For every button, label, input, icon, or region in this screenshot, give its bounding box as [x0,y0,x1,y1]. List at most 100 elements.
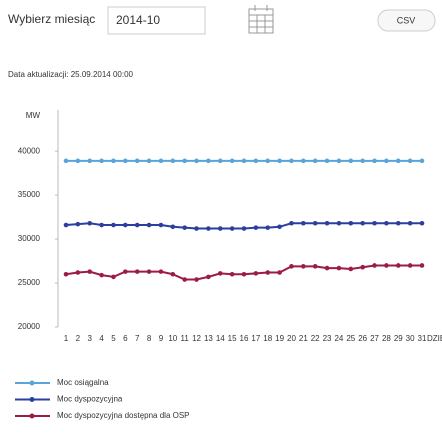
x-tick-label: 6 [123,334,128,343]
y-tick-label: 35000 [18,190,41,199]
point [158,222,164,228]
x-tick-label: 2 [76,334,81,343]
calendar-icon[interactable] [248,5,274,34]
point [372,263,377,268]
point [194,226,199,231]
x-tick-label: 28 [382,334,391,343]
point [419,220,425,226]
point [312,220,318,226]
x-tick-label: 22 [311,334,320,343]
point [324,158,330,164]
point [253,271,259,276]
point [123,158,128,164]
point [194,277,199,282]
point [75,270,81,275]
y-tick-label: 20000 [18,322,41,331]
point [229,226,235,231]
month-label: Wybierz miesiąc [8,12,95,26]
point [87,158,93,164]
point [277,224,282,230]
y-axis-label: MW [26,111,41,120]
point [146,222,152,228]
point [372,220,377,226]
point [206,158,211,164]
point [217,226,223,231]
point [241,271,247,277]
point [312,264,318,269]
point [241,226,247,231]
x-tick-label: 8 [147,334,152,343]
x-tick-label: 24 [334,334,343,343]
x-axis-label: DZIEŃ [427,334,442,343]
point [134,222,140,228]
point [241,158,247,164]
point [146,269,152,274]
point [146,158,152,164]
point [63,271,69,277]
point [206,226,211,231]
point [348,158,354,164]
point [384,158,389,164]
point [99,272,104,278]
legend-dot [29,397,35,402]
x-tick-label: 27 [370,334,379,343]
point [63,222,69,228]
point [158,158,164,164]
point [360,220,365,226]
point [99,222,104,228]
point [312,158,318,164]
point [360,158,365,164]
point [75,221,81,227]
point [395,263,401,268]
point [123,222,128,228]
point [111,222,116,228]
x-tick-label: 21 [299,334,308,343]
point [182,277,187,282]
point [265,270,271,275]
point [384,220,389,226]
x-tick-label: 16 [240,334,249,343]
x-tick-label: 9 [159,334,164,343]
point [348,266,354,272]
point [182,225,187,230]
x-tick-label: 1 [64,334,69,343]
csv-button[interactable] [377,9,436,32]
y-tick-label: 25000 [18,278,41,287]
point [265,225,271,230]
point [87,269,93,274]
x-tick-label: 30 [406,334,415,343]
point [395,220,401,226]
point [99,158,104,164]
x-tick-label: 12 [192,334,201,343]
point [407,263,413,268]
x-tick-label: 15 [228,334,237,343]
point [170,158,176,164]
x-tick-label: 10 [168,334,177,343]
point [289,158,294,164]
month-input[interactable] [107,6,206,35]
x-tick-label: 11 [181,334,190,343]
legend-label: Moc osiągalna [57,378,109,387]
point [301,158,306,164]
point [289,220,294,226]
legend-dot [29,380,35,386]
point [170,224,176,230]
point [324,265,330,271]
point [123,269,128,274]
point [301,264,306,269]
x-tick-label: 19 [275,334,284,343]
point [336,158,342,164]
point [384,263,389,268]
x-tick-label: 14 [216,334,225,343]
legend-label: Moc dyspozycyjna dostępna dla OSP [57,411,190,420]
x-tick-label: 31 [418,334,427,343]
point [301,220,306,226]
point [277,270,282,275]
point [63,158,69,164]
point [170,271,176,277]
point [419,158,425,164]
point [111,274,116,280]
x-tick-label: 26 [358,334,367,343]
x-tick-label: 18 [263,334,272,343]
